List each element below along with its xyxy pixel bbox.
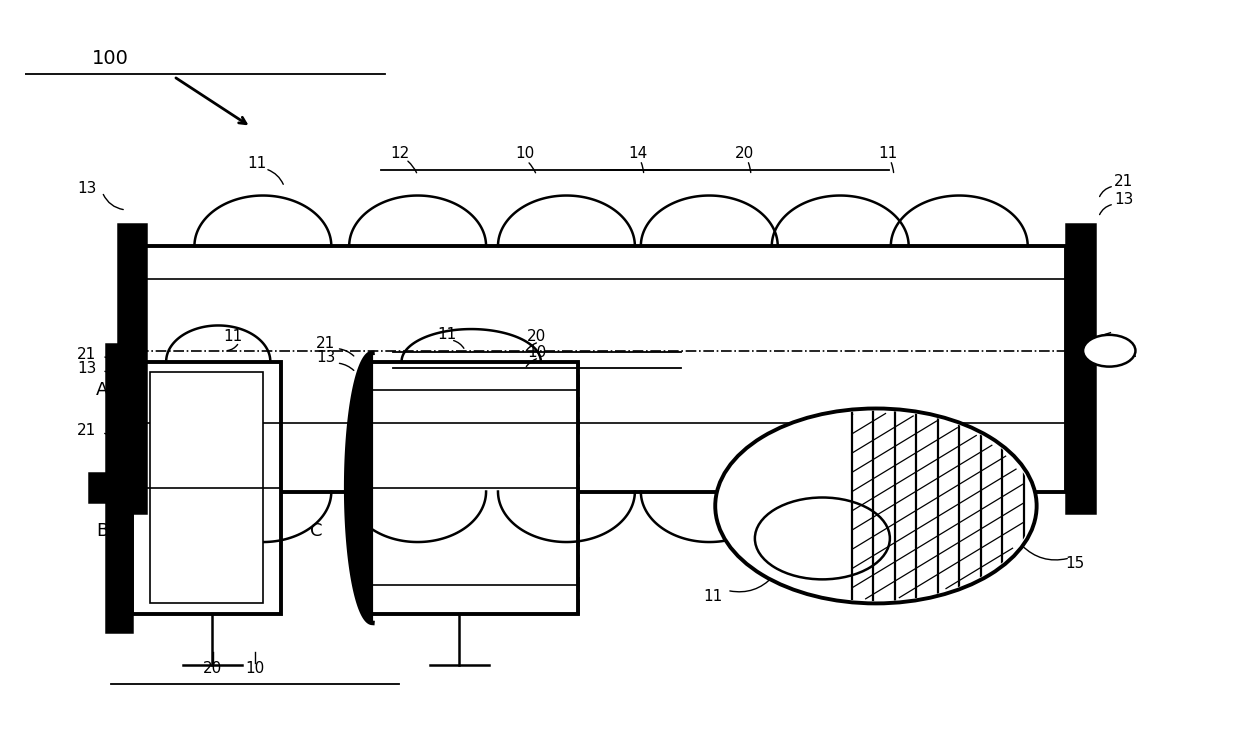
Text: 21: 21	[77, 423, 97, 438]
Text: 20: 20	[527, 329, 547, 344]
Text: 11: 11	[438, 326, 458, 341]
Bar	[1066, 224, 1095, 513]
Text: 11: 11	[247, 156, 267, 171]
Bar	[118, 224, 146, 513]
Text: 15: 15	[1065, 556, 1084, 572]
Text: 20: 20	[735, 146, 755, 161]
Text: 20: 20	[203, 661, 222, 676]
Polygon shape	[346, 353, 372, 623]
Text: 11: 11	[223, 329, 243, 344]
Text: 21: 21	[77, 347, 97, 362]
Bar	[131, 362, 280, 614]
Text: B: B	[95, 522, 108, 540]
Circle shape	[1083, 335, 1136, 367]
Bar	[144, 246, 1066, 492]
Text: 13: 13	[77, 180, 97, 196]
Bar	[89, 474, 105, 502]
Text: 21: 21	[316, 336, 336, 351]
Text: 11: 11	[878, 146, 898, 161]
Bar	[150, 372, 263, 603]
Bar	[365, 362, 578, 614]
Text: 10: 10	[527, 344, 547, 359]
Text: 10: 10	[246, 661, 264, 676]
Text: 21: 21	[1114, 174, 1133, 189]
Text: OA: OA	[1114, 345, 1136, 360]
Text: 13: 13	[77, 361, 97, 376]
Text: A: A	[95, 381, 108, 399]
Text: 11: 11	[703, 589, 723, 604]
Bar	[105, 344, 131, 632]
Text: 100: 100	[92, 49, 129, 68]
Text: 13: 13	[1114, 192, 1133, 207]
Circle shape	[755, 498, 890, 579]
Text: 13: 13	[316, 350, 336, 365]
Text: 10: 10	[515, 146, 534, 161]
Circle shape	[715, 408, 1037, 603]
Text: 12: 12	[391, 146, 409, 161]
Text: C: C	[310, 522, 322, 540]
Text: 14: 14	[629, 146, 647, 161]
